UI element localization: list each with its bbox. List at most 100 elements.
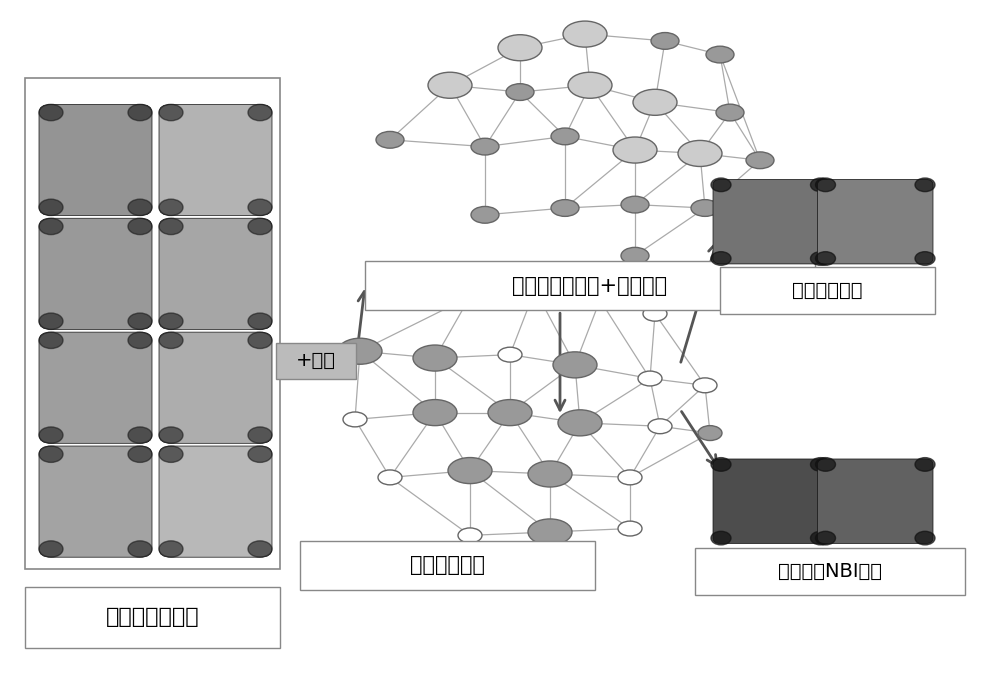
FancyBboxPatch shape	[43, 221, 148, 327]
Ellipse shape	[698, 426, 722, 441]
FancyBboxPatch shape	[39, 446, 152, 557]
FancyBboxPatch shape	[163, 449, 268, 554]
FancyBboxPatch shape	[163, 335, 268, 441]
FancyBboxPatch shape	[163, 221, 268, 327]
Circle shape	[248, 218, 272, 235]
FancyBboxPatch shape	[713, 459, 828, 544]
FancyBboxPatch shape	[718, 181, 923, 263]
Circle shape	[810, 252, 830, 265]
Circle shape	[159, 446, 183, 462]
Text: 训练后的模型: 训练后的模型	[410, 555, 485, 576]
FancyBboxPatch shape	[25, 78, 280, 569]
Circle shape	[159, 104, 183, 121]
Circle shape	[128, 199, 152, 216]
Ellipse shape	[746, 152, 774, 168]
FancyBboxPatch shape	[276, 343, 356, 379]
Ellipse shape	[413, 345, 457, 371]
Ellipse shape	[471, 207, 499, 223]
FancyBboxPatch shape	[43, 107, 148, 213]
Circle shape	[128, 104, 152, 121]
FancyBboxPatch shape	[159, 446, 272, 557]
Circle shape	[248, 332, 272, 349]
Ellipse shape	[471, 138, 499, 155]
Ellipse shape	[528, 461, 572, 487]
FancyBboxPatch shape	[39, 332, 152, 443]
FancyBboxPatch shape	[718, 460, 923, 542]
Circle shape	[711, 458, 731, 471]
Ellipse shape	[376, 132, 404, 148]
Ellipse shape	[618, 470, 642, 485]
Ellipse shape	[693, 378, 717, 393]
Text: 配对图像训练集: 配对图像训练集	[106, 607, 199, 627]
FancyBboxPatch shape	[695, 548, 965, 595]
Ellipse shape	[618, 521, 642, 536]
Ellipse shape	[678, 140, 722, 166]
Ellipse shape	[643, 306, 667, 321]
Circle shape	[159, 427, 183, 443]
FancyBboxPatch shape	[365, 261, 815, 310]
Circle shape	[159, 199, 183, 216]
Circle shape	[39, 313, 63, 329]
Circle shape	[248, 199, 272, 216]
Ellipse shape	[651, 33, 679, 49]
FancyBboxPatch shape	[39, 104, 152, 216]
Ellipse shape	[528, 519, 572, 545]
Ellipse shape	[706, 46, 734, 63]
Circle shape	[248, 427, 272, 443]
Circle shape	[128, 313, 152, 329]
Circle shape	[128, 541, 152, 557]
Circle shape	[915, 531, 935, 545]
FancyBboxPatch shape	[39, 218, 152, 329]
Ellipse shape	[513, 277, 557, 303]
FancyBboxPatch shape	[300, 541, 595, 590]
Circle shape	[816, 458, 836, 471]
Ellipse shape	[553, 352, 597, 378]
Ellipse shape	[448, 458, 492, 484]
Ellipse shape	[506, 84, 534, 100]
FancyBboxPatch shape	[159, 332, 272, 443]
FancyBboxPatch shape	[43, 449, 148, 554]
Circle shape	[810, 178, 830, 192]
Ellipse shape	[338, 338, 382, 364]
Circle shape	[248, 541, 272, 557]
Circle shape	[711, 178, 731, 192]
Circle shape	[128, 218, 152, 235]
Circle shape	[915, 458, 935, 471]
Ellipse shape	[648, 419, 672, 434]
Ellipse shape	[638, 371, 662, 386]
Ellipse shape	[621, 196, 649, 213]
Circle shape	[159, 218, 183, 235]
Circle shape	[39, 199, 63, 216]
Ellipse shape	[488, 400, 532, 426]
Circle shape	[711, 531, 731, 545]
Ellipse shape	[343, 412, 367, 427]
Ellipse shape	[568, 72, 612, 98]
Text: 未经训练的模型+迁移学习: 未经训练的模型+迁移学习	[512, 276, 668, 296]
FancyBboxPatch shape	[818, 179, 933, 264]
Ellipse shape	[448, 284, 492, 310]
FancyBboxPatch shape	[713, 179, 828, 264]
Circle shape	[39, 218, 63, 235]
Circle shape	[810, 458, 830, 471]
Circle shape	[248, 313, 272, 329]
Circle shape	[39, 427, 63, 443]
FancyBboxPatch shape	[25, 587, 280, 648]
Circle shape	[39, 104, 63, 121]
FancyBboxPatch shape	[818, 459, 933, 544]
Ellipse shape	[633, 89, 677, 115]
Circle shape	[128, 427, 152, 443]
FancyBboxPatch shape	[159, 218, 272, 329]
Circle shape	[816, 252, 836, 265]
Circle shape	[128, 332, 152, 349]
FancyBboxPatch shape	[43, 335, 148, 441]
Circle shape	[915, 252, 935, 265]
Circle shape	[810, 531, 830, 545]
Ellipse shape	[691, 200, 719, 216]
Ellipse shape	[621, 248, 649, 264]
Ellipse shape	[498, 35, 542, 61]
Circle shape	[39, 446, 63, 462]
Ellipse shape	[413, 400, 457, 426]
Text: 输入白光图像: 输入白光图像	[792, 281, 863, 300]
Circle shape	[711, 252, 731, 265]
Circle shape	[39, 332, 63, 349]
